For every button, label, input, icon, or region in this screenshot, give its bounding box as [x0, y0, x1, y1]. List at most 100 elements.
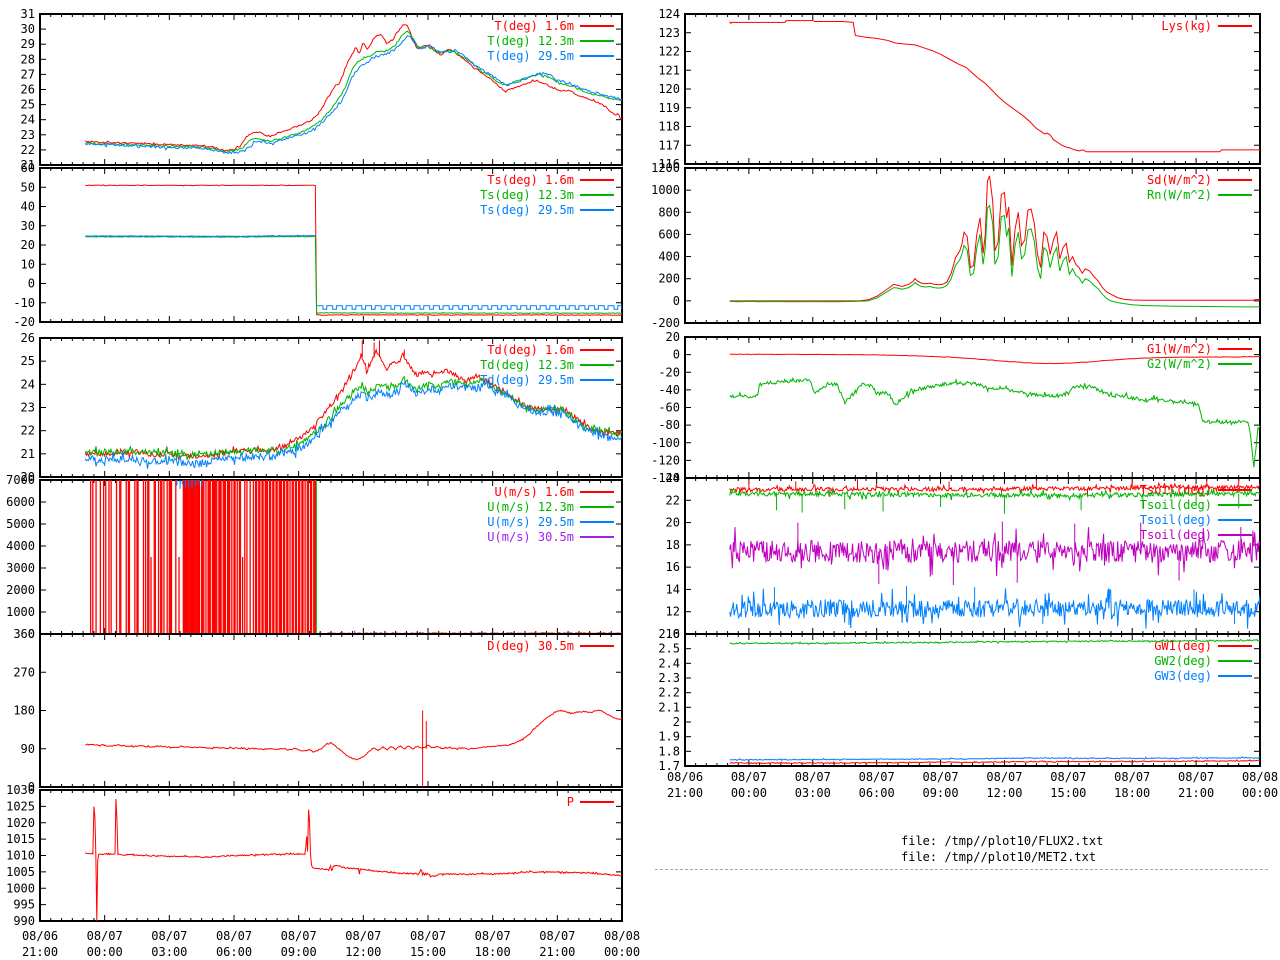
ytick-Ts-10: 10 — [21, 257, 35, 271]
xtick-time-right-1: 00:00 — [731, 786, 767, 800]
xtick-date-left-9: 08/08 — [604, 929, 640, 943]
panel-U: 7000 6000 5000 4000 3000 2000 1000 0 U(m/s) 1.6m… — [6, 473, 623, 641]
panel-T-ticks — [39, 13, 623, 166]
xtick-time-left-9: 00:00 — [604, 945, 640, 959]
ytick-GW-2: 2 — [673, 715, 680, 729]
ytick-P-1015: 1015 — [6, 832, 35, 846]
ytick-T-27: 27 — [21, 67, 35, 81]
ytick-Lys-123: 123 — [658, 26, 680, 40]
ytick-Td-23: 23 — [21, 401, 35, 415]
xtick-time-left-1: 00:00 — [87, 945, 123, 959]
ytick-Tsoil-12: 12 — [666, 605, 680, 619]
ytick-Td-25: 25 — [21, 354, 35, 368]
ytick-Td-26: 26 — [21, 331, 35, 345]
series-Td-1.6m — [84, 348, 622, 461]
ytick-G--40: -40 — [658, 383, 680, 397]
panel-Td-ticks — [39, 337, 623, 478]
source-file-label-met: file: /tmp//plot10/MET2.txt — [901, 850, 1097, 864]
ytick-Lys-116: 116 — [658, 157, 680, 171]
legend-label-U-0: U(m/s) 1.6m — [495, 485, 574, 499]
legend-label-U-2: U(m/s) 29.5m — [487, 515, 574, 529]
xtick-date-left-4: 08/07 — [281, 929, 317, 943]
ytick-U-5000: 5000 — [6, 517, 35, 531]
ytick-GW-1.7: 1.7 — [658, 759, 680, 773]
ytick-T-30: 30 — [21, 22, 35, 36]
series-T-29.5m — [85, 35, 622, 155]
ytick-G--20: -20 — [658, 365, 680, 379]
ytick-P-1030: 1030 — [6, 783, 35, 797]
ytick-P-1000: 1000 — [6, 881, 35, 895]
ytick-Td-24: 24 — [21, 377, 35, 391]
ytick-Lys-122: 122 — [658, 45, 680, 59]
xtick-time-left-5: 12:00 — [345, 945, 381, 959]
legend-label-U-3: U(m/s) 30.5m — [487, 530, 574, 544]
ytick-T-26: 26 — [21, 83, 35, 97]
xtick-date-right-9: 08/08 — [1242, 770, 1278, 784]
panel-Rad: 1200 1000 800 600 400 200 0 -200 Sd(W/m^2)Rn(W/m… — [651, 161, 1261, 330]
series-Tsoil-1 — [729, 481, 1260, 496]
panel-Lys: 124 123 122 121 120 119 118 117 116 Lys(kg) — [658, 7, 1261, 171]
xtick-date-right-7: 08/07 — [1114, 770, 1150, 784]
xtick-time-left-7: 18:00 — [475, 945, 511, 959]
ytick-Ts-50: 50 — [21, 180, 35, 194]
xtick-time-right-6: 15:00 — [1050, 786, 1086, 800]
xtick-time-right-7: 18:00 — [1114, 786, 1150, 800]
xtick-date-left-6: 08/07 — [410, 929, 446, 943]
series-Ts-29.5m-after — [317, 305, 622, 310]
ytick-Ts-30: 30 — [21, 219, 35, 233]
panel-GW-ticks — [684, 633, 1261, 767]
panel-U-legend: U(m/s) 1.6mU(m/s) 12.3mU(m/s) 29.5mU(m/s… — [487, 485, 614, 544]
legend-label-G-1: G2(W/m^2) — [1147, 357, 1212, 371]
series-Tsoil-3 — [729, 588, 1260, 629]
panel-D-legend: D(deg) 30.5m — [487, 639, 614, 653]
ytick-P-995: 995 — [13, 898, 35, 912]
panel-D-series — [85, 709, 622, 787]
xtick-time-left-8: 21:00 — [539, 945, 575, 959]
ytick-T-21: 21 — [21, 158, 35, 172]
legend-label-GW-2: GW3(deg) — [1154, 669, 1212, 683]
series-G2 — [729, 377, 1260, 468]
panel-D-ticks — [39, 633, 623, 788]
ytick-Lys-121: 121 — [658, 63, 680, 77]
series-GW1 — [729, 759, 1260, 765]
ytick-U-2000: 2000 — [6, 583, 35, 597]
ytick-G--120: -120 — [651, 453, 680, 467]
series-GW2 — [729, 638, 1260, 646]
ytick-D-90: 90 — [21, 742, 35, 756]
ytick-GW-1.8: 1.8 — [658, 744, 680, 758]
series-G1 — [729, 353, 1260, 365]
ytick-P-1020: 1020 — [6, 816, 35, 830]
legend-label-D-0: D(deg) 30.5m — [487, 639, 574, 653]
xtick-time-left-3: 06:00 — [216, 945, 252, 959]
legend-label-Rad-1: Rn(W/m^2) — [1147, 188, 1212, 202]
series-Lys — [729, 20, 1260, 153]
panel-G-series — [729, 353, 1260, 468]
ytick-T-23: 23 — [21, 128, 35, 142]
xtick-time-left-6: 15:00 — [410, 945, 446, 959]
series-Ts-1.6m — [85, 184, 622, 317]
ytick-U-7000: 7000 — [6, 473, 35, 487]
ytick-D-360: 360 — [13, 627, 35, 641]
panel-Lys-frame — [684, 13, 1261, 165]
legend-label-T-1: T(deg) 12.3m — [487, 34, 574, 48]
legend-label-Rad-0: Sd(W/m^2) — [1147, 173, 1212, 187]
ytick-GW-1.9: 1.9 — [658, 730, 680, 744]
legend-label-Td-0: Td(deg) 1.6m — [487, 343, 574, 357]
ytick-GW-2.1: 2.1 — [658, 700, 680, 714]
ytick-Lys-118: 118 — [658, 120, 680, 134]
panel-P-frame — [39, 789, 623, 922]
panel-Tsoil: 2422201816141210Tsoil(deg)Tsoil(deg)Tsoi… — [666, 471, 1261, 641]
ytick-D-180: 180 — [13, 704, 35, 718]
xtick-date-left-2: 08/07 — [151, 929, 187, 943]
panel-T-legend: T(deg) 1.6mT(deg) 12.3mT(deg) 29.5m — [487, 19, 614, 63]
legend-label-Td-2: Td(deg) 29.5m — [480, 373, 574, 387]
legend-label-Ts-0: Ts(deg) 1.6m — [487, 173, 574, 187]
series-GW3 — [729, 756, 1260, 762]
ytick-Ts-40: 40 — [21, 200, 35, 214]
panel-Lys-series — [729, 20, 1260, 153]
xtick-time-right-9: 00:00 — [1242, 786, 1278, 800]
ytick-T-31: 31 — [21, 7, 35, 21]
